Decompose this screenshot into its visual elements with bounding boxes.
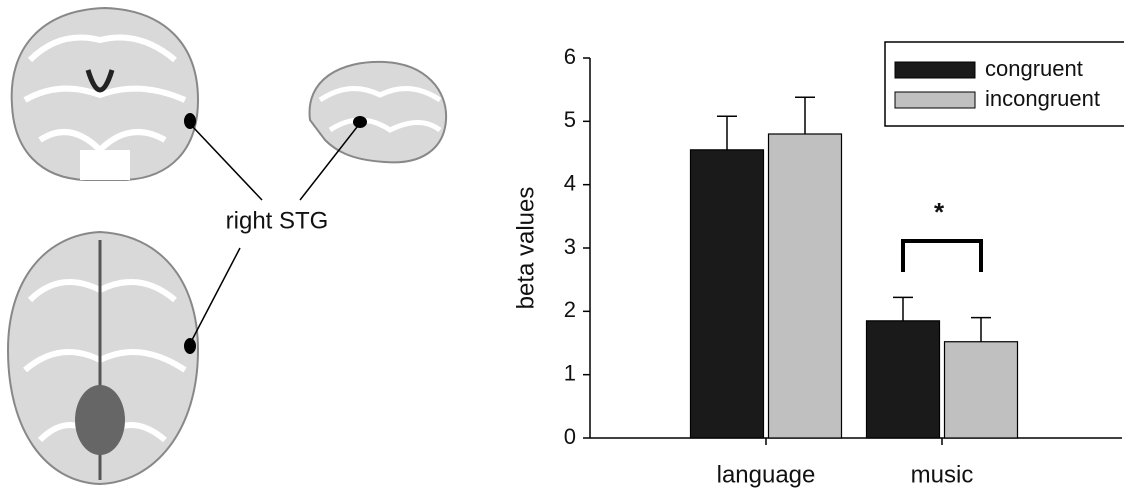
y-tick-label: 4 <box>564 170 576 195</box>
y-tick-label: 6 <box>564 44 576 69</box>
y-tick-label: 1 <box>564 360 576 385</box>
x-tick-label: language <box>717 461 816 488</box>
legend-label: incongruent <box>985 86 1100 111</box>
significance-label: * <box>934 197 945 227</box>
page: {"figure_label": "right STG", "chart_dat… <box>0 0 1124 494</box>
legend-swatch <box>895 62 975 78</box>
bar <box>945 342 1018 438</box>
brain-axial <box>8 232 198 484</box>
y-tick-label: 5 <box>564 107 576 132</box>
bar <box>769 134 842 438</box>
x-tick-label: music <box>911 461 974 488</box>
legend <box>885 42 1124 126</box>
region-label: right STG <box>226 207 329 234</box>
figure: right STG beta values 0 1 2 3 4 5 6 language mus… <box>0 0 1124 494</box>
y-tick-label: 2 <box>564 297 576 322</box>
stg-marker <box>353 116 367 128</box>
legend-swatch <box>895 92 975 108</box>
significance-bracket <box>903 241 981 272</box>
legend-label: congruent <box>985 56 1083 81</box>
stg-marker <box>184 113 196 129</box>
bar <box>867 321 940 438</box>
y-tick-label: 0 <box>564 424 576 449</box>
bar <box>691 150 764 438</box>
y-tick-label: 3 <box>564 234 576 259</box>
brain-coronal <box>12 8 198 180</box>
stg-marker <box>184 338 196 354</box>
brain-sagittal <box>310 62 447 163</box>
y-axis-label: beta values <box>512 187 539 310</box>
